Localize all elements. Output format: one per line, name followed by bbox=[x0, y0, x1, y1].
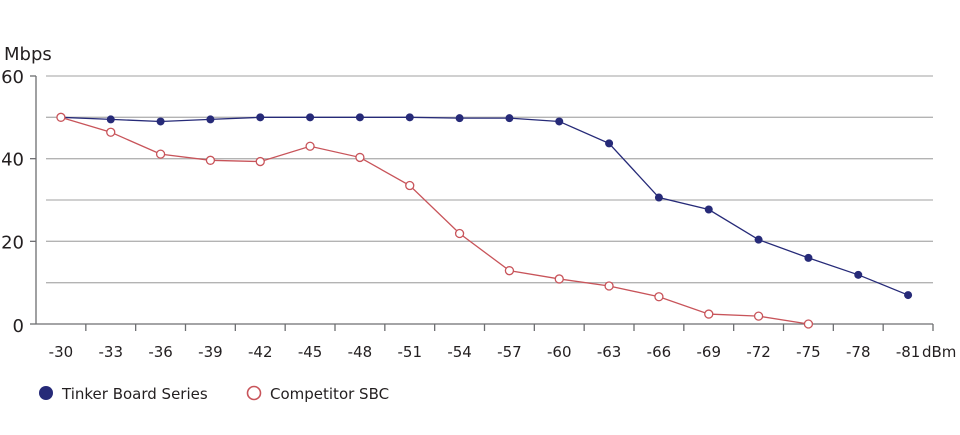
x-tick-label: -36 bbox=[148, 343, 173, 361]
data-point bbox=[155, 149, 166, 159]
x-tick-label: -78 bbox=[846, 343, 871, 361]
gridlines bbox=[46, 75, 933, 284]
data-point bbox=[504, 266, 515, 276]
x-tick-label: -42 bbox=[248, 343, 273, 361]
data-point bbox=[454, 228, 465, 239]
data-point bbox=[256, 113, 265, 122]
x-tick-label: -30 bbox=[49, 343, 74, 361]
x-tick-label: -48 bbox=[348, 343, 373, 361]
x-tick-label: -69 bbox=[697, 343, 722, 361]
x-tick-label: -57 bbox=[497, 343, 522, 361]
x-tick-label: -81 bbox=[896, 343, 921, 361]
x-tick-label: -33 bbox=[99, 343, 124, 361]
data-point bbox=[56, 112, 66, 122]
x-tick-label: -45 bbox=[298, 343, 323, 361]
data-point bbox=[704, 309, 714, 319]
legend-marker-open-circle bbox=[246, 385, 262, 401]
y-tick-label: 20 bbox=[1, 232, 24, 253]
legend: Tinker Board Series Competitor SBC bbox=[39, 385, 389, 403]
data-point bbox=[305, 141, 315, 151]
data-point bbox=[355, 113, 364, 122]
legend-marker-filled-circle bbox=[39, 386, 53, 400]
data-point bbox=[803, 319, 814, 329]
data-point bbox=[605, 139, 614, 148]
x-tick-label: -63 bbox=[597, 343, 622, 361]
data-point bbox=[106, 115, 115, 124]
data-point bbox=[206, 115, 215, 124]
y-tick-label: 40 bbox=[1, 150, 24, 171]
series-group bbox=[56, 112, 913, 329]
y-axis-label: Mbps bbox=[4, 44, 52, 65]
data-point bbox=[405, 180, 415, 191]
data-point bbox=[604, 281, 614, 291]
x-tick-label: -75 bbox=[796, 343, 821, 361]
data-point bbox=[405, 113, 414, 122]
legend-item-competitor: Competitor SBC bbox=[246, 385, 389, 403]
x-tick-label: -60 bbox=[547, 343, 572, 361]
data-point bbox=[654, 292, 664, 302]
x-tick-label: -51 bbox=[398, 343, 423, 361]
data-point bbox=[854, 270, 863, 279]
data-point bbox=[555, 117, 564, 126]
data-point bbox=[753, 311, 764, 321]
data-point bbox=[904, 291, 913, 300]
legend-label: Competitor SBC bbox=[270, 385, 389, 403]
legend-label: Tinker Board Series bbox=[61, 385, 208, 403]
x-axis-unit-label: dBm bbox=[922, 343, 956, 361]
data-point bbox=[754, 235, 763, 244]
data-point bbox=[106, 127, 116, 137]
data-point bbox=[255, 156, 265, 167]
data-point bbox=[355, 152, 365, 163]
x-tick-label: -72 bbox=[746, 343, 771, 361]
data-point bbox=[505, 114, 514, 123]
data-point bbox=[654, 193, 663, 202]
series-line-tinker bbox=[60, 116, 909, 296]
data-point bbox=[205, 155, 216, 165]
data-point bbox=[804, 253, 813, 262]
axes: 0 20 40 60 -30 -33 -36 -39 -42 -45 -48 -51 -54 -57 -60… bbox=[1, 67, 934, 361]
x-tick-label: -54 bbox=[447, 343, 472, 361]
x-tick-label: -39 bbox=[198, 343, 223, 361]
data-point bbox=[306, 113, 315, 122]
series-line-competitor bbox=[60, 116, 809, 325]
y-tick-label: 0 bbox=[13, 316, 24, 337]
y-tick-label: 60 bbox=[1, 67, 24, 88]
data-point bbox=[156, 117, 165, 126]
data-point bbox=[704, 205, 713, 214]
x-tick-label: -66 bbox=[647, 343, 672, 361]
legend-item-tinker: Tinker Board Series bbox=[39, 385, 208, 403]
data-point bbox=[554, 274, 564, 284]
data-point bbox=[455, 114, 464, 123]
